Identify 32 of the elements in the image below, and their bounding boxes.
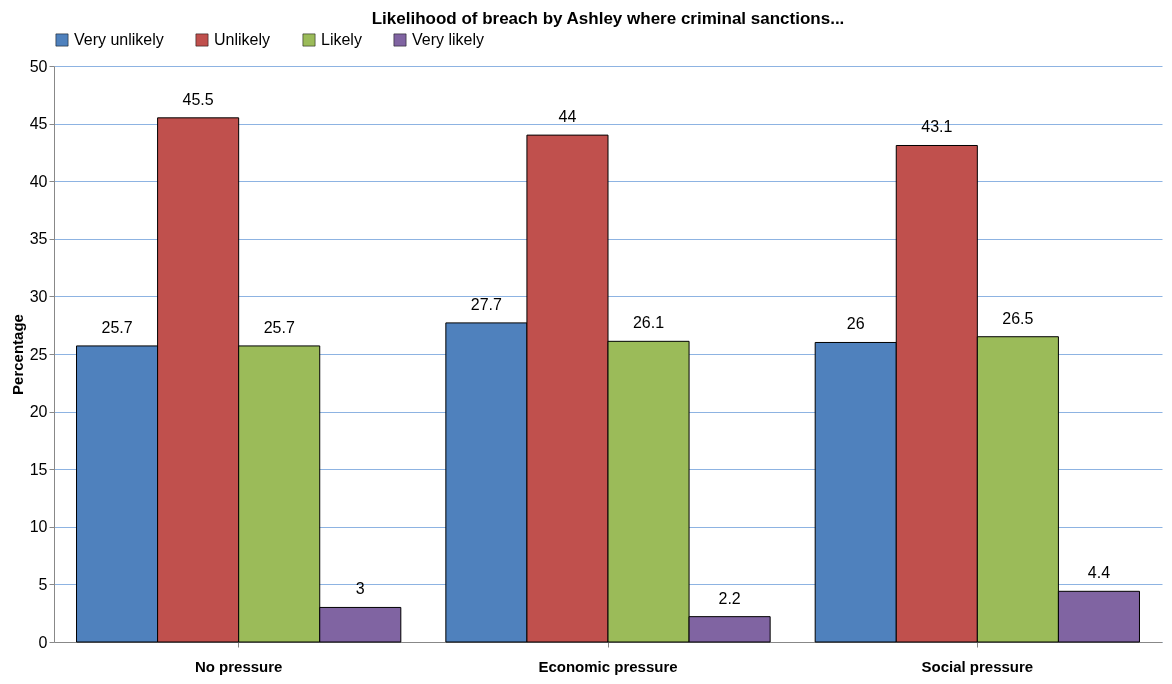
y-axis-title: Percentage <box>8 314 26 395</box>
y-tick-label: 15 <box>29 460 48 478</box>
y-tick-label: 30 <box>29 287 48 305</box>
data-label: 26 <box>846 315 865 333</box>
legend-label: Unlikely <box>214 31 271 48</box>
x-tick-label: Social pressure <box>921 657 1034 675</box>
y-tick-label: 50 <box>29 57 48 75</box>
legend-label: Likely <box>321 31 362 48</box>
y-tick-label: 40 <box>29 172 48 190</box>
y-tick-label: 25 <box>29 345 48 363</box>
y-tick-label: 45 <box>29 115 48 133</box>
data-label: 43.1 <box>921 118 953 136</box>
data-label: 26.1 <box>632 314 665 332</box>
y-tick-label: 0 <box>38 633 48 651</box>
data-label: 2.2 <box>718 589 741 607</box>
data-label: 44 <box>558 108 577 126</box>
data-label: 45.5 <box>182 90 214 108</box>
y-tick-label: 20 <box>29 403 48 421</box>
data-label: 4.4 <box>1087 564 1111 582</box>
data-label: 25.7 <box>101 318 133 336</box>
data-label: 27.7 <box>470 295 503 313</box>
data-label: 26.5 <box>1002 309 1034 327</box>
legend-label: Very unlikely <box>74 31 164 48</box>
x-tick-label: Economic pressure <box>538 657 678 675</box>
chart-title: Likelihood of breach by Ashley where criminal sanctions... <box>371 9 845 28</box>
y-tick-label: 5 <box>38 575 48 593</box>
y-tick-label: 35 <box>29 230 48 248</box>
data-label: 3 <box>355 580 365 598</box>
legend-label: Very likely <box>412 31 485 48</box>
data-label: 25.7 <box>263 318 295 336</box>
x-tick-label: No pressure <box>194 657 283 675</box>
y-tick-label: 10 <box>29 518 48 536</box>
